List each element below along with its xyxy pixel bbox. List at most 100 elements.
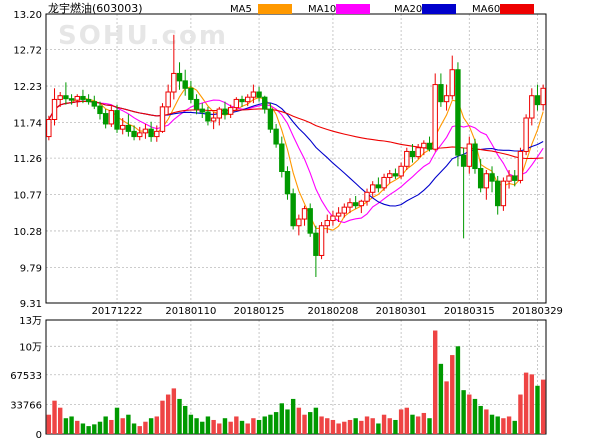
price-tick-label: 10.77 xyxy=(13,191,42,202)
volume-bar xyxy=(359,420,364,434)
volume-bar xyxy=(194,418,199,434)
volume-bar xyxy=(472,398,478,434)
volume-bar xyxy=(58,407,63,434)
volume-bar xyxy=(86,426,91,434)
volume-bar xyxy=(410,414,415,434)
date-tick-label: 20180301 xyxy=(376,306,427,317)
volume-bar xyxy=(518,394,523,434)
volume-bar xyxy=(302,414,307,434)
volume-bar xyxy=(512,420,517,434)
volume-bar xyxy=(421,412,427,434)
volume-bar xyxy=(398,409,404,434)
volume-bar xyxy=(529,374,534,434)
candle-body xyxy=(438,84,444,103)
volume-bar xyxy=(63,418,69,434)
volume-bar xyxy=(171,388,177,434)
volume-bar xyxy=(69,416,74,434)
volume-bar xyxy=(313,407,319,434)
legend-swatch xyxy=(422,4,456,14)
volume-bar xyxy=(370,418,375,434)
volume-bar xyxy=(461,390,466,434)
candle-body xyxy=(540,87,546,106)
candle-body xyxy=(330,215,336,222)
candle-body xyxy=(301,208,308,220)
candle-body xyxy=(46,118,52,138)
candle-body xyxy=(307,208,313,234)
candle-body xyxy=(387,173,393,178)
volume-bar xyxy=(495,416,500,434)
volume-bar xyxy=(467,394,472,434)
volume-bar xyxy=(188,414,194,434)
candle-body xyxy=(506,175,512,182)
volume-bar xyxy=(415,416,421,434)
candle-body xyxy=(318,225,325,256)
price-tick-label: 12.23 xyxy=(13,82,42,93)
candle-body xyxy=(313,232,319,256)
volume-bar xyxy=(256,419,262,434)
candle-body xyxy=(421,142,427,149)
price-tick-label: 11.74 xyxy=(13,118,42,129)
volume-bar xyxy=(154,416,159,434)
volume-bar xyxy=(489,414,495,434)
candle-body xyxy=(466,143,472,167)
candle-body xyxy=(284,171,291,195)
volume-bar xyxy=(126,414,131,434)
volume-bar xyxy=(165,394,171,434)
volume-bar xyxy=(245,423,250,434)
candle-body xyxy=(455,69,461,156)
volume-bar xyxy=(205,416,211,434)
volume-bar xyxy=(239,420,245,434)
volume-bar xyxy=(285,409,290,434)
candle-body xyxy=(216,108,222,119)
volume-bar xyxy=(506,416,512,434)
candle-body xyxy=(477,168,484,189)
candle-body xyxy=(199,108,205,113)
volume-bar xyxy=(217,423,222,434)
candle-body xyxy=(392,173,399,177)
candle-body xyxy=(517,150,524,181)
candle-body xyxy=(426,142,433,150)
volume-bar xyxy=(427,418,432,434)
volume-tick-label: 0 xyxy=(36,430,42,440)
volume-bar xyxy=(97,421,103,434)
volume-bar xyxy=(330,419,336,434)
volume-bar xyxy=(523,372,529,434)
legend-label: MA10 xyxy=(308,4,336,15)
candle-body xyxy=(148,128,154,138)
ma-line-5 xyxy=(48,86,544,231)
date-tick-label: 20180329 xyxy=(512,306,563,317)
candle-body xyxy=(165,91,171,108)
candle-body xyxy=(137,132,143,138)
candle-body xyxy=(432,84,438,150)
candle-body xyxy=(347,202,353,208)
candle-body xyxy=(222,108,228,115)
date-tick-label: 20180208 xyxy=(307,306,358,317)
candle-body xyxy=(460,154,467,167)
candle-body xyxy=(108,110,115,125)
candle-body xyxy=(267,108,274,130)
candle-body xyxy=(341,206,347,214)
candle-body xyxy=(489,173,495,182)
volume-bar xyxy=(211,419,216,434)
candle-body xyxy=(85,98,92,103)
candle-body xyxy=(398,165,404,177)
candle-body xyxy=(364,191,370,202)
volume-bar xyxy=(222,418,228,434)
candle-body xyxy=(227,107,234,115)
volume-bar xyxy=(325,418,330,434)
candle-body xyxy=(381,176,387,189)
legend-label: MA60 xyxy=(472,4,500,15)
volume-bar xyxy=(364,416,370,434)
candle-body xyxy=(409,150,416,158)
volume-panel-frame xyxy=(45,319,547,435)
candle-body xyxy=(404,150,410,167)
price-tick-label: 11.26 xyxy=(13,154,42,165)
price-tick-label: 9.79 xyxy=(20,263,42,274)
volume-bar xyxy=(131,423,137,434)
volume-bar xyxy=(52,400,57,434)
volume-bar xyxy=(251,418,256,434)
volume-bar xyxy=(143,421,148,434)
candle-body xyxy=(358,200,365,207)
legend-label: MA5 xyxy=(230,4,252,15)
